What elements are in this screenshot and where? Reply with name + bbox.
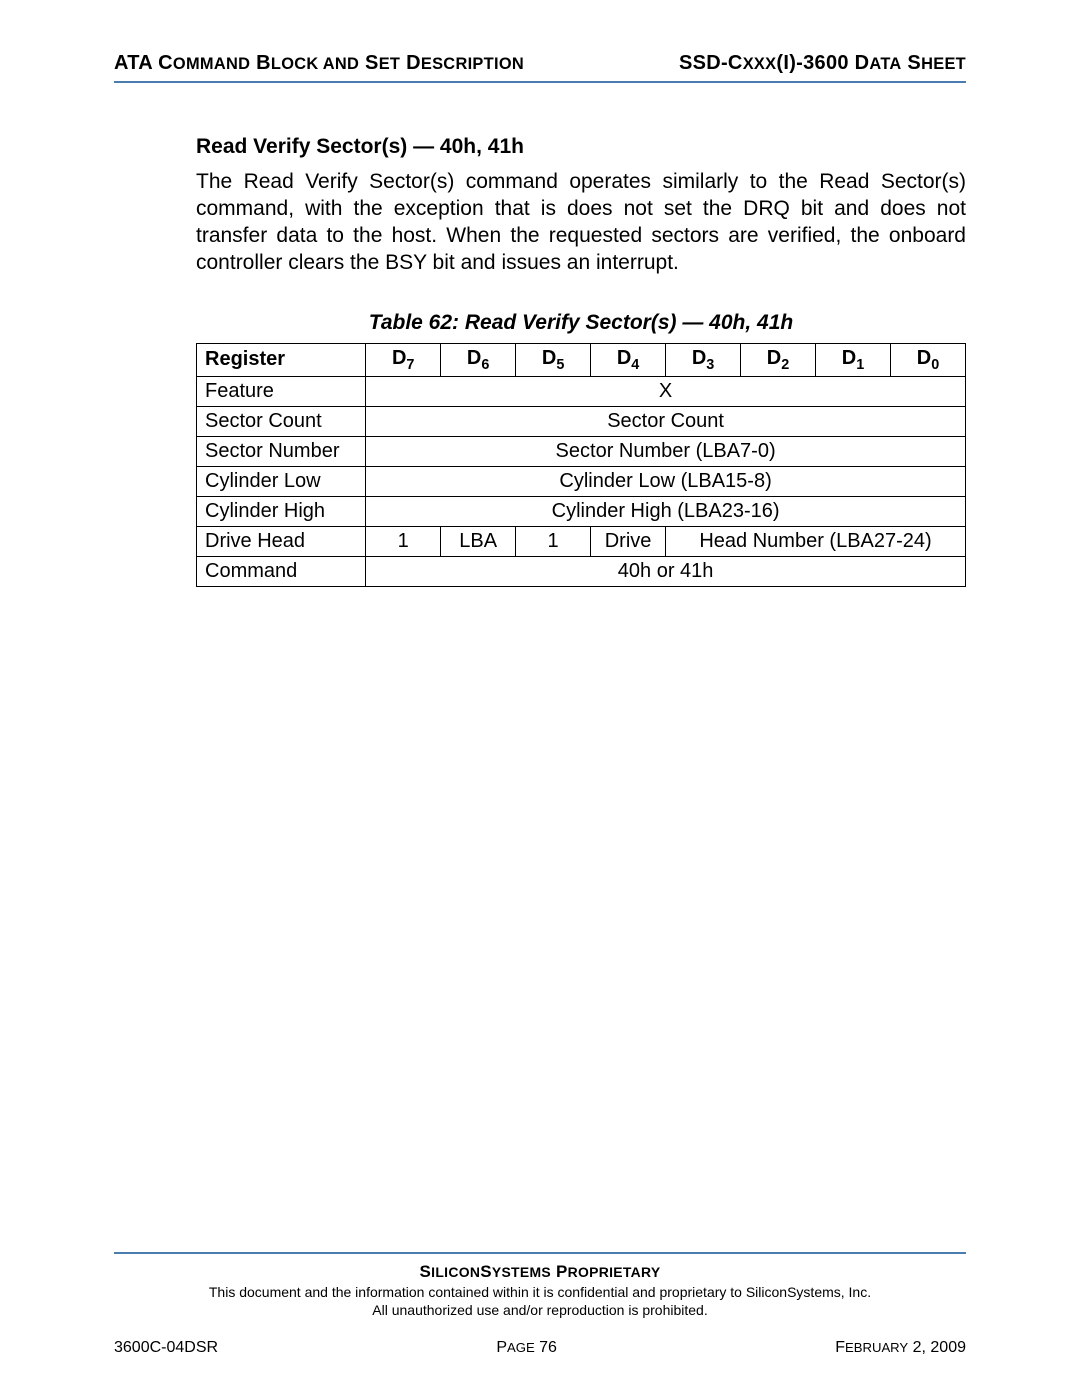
table-row: Sector CountSector Count: [197, 406, 966, 436]
register-cell: 40h or 41h: [366, 556, 966, 586]
table-row: Cylinder HighCylinder High (LBA23-16): [197, 496, 966, 526]
register-name: Drive Head: [197, 526, 366, 556]
table-row: Sector NumberSector Number (LBA7-0): [197, 436, 966, 466]
table-body: FeatureXSector CountSector CountSector N…: [197, 376, 966, 586]
register-cell: Sector Number (LBA7-0): [366, 436, 966, 466]
register-name: Command: [197, 556, 366, 586]
col-header-bit: D6: [441, 343, 516, 376]
register-cell: Cylinder Low (LBA15-8): [366, 466, 966, 496]
register-cell: Sector Count: [366, 406, 966, 436]
page-header: ATA COMMAND BLOCK AND SET DESCRIPTION SS…: [114, 52, 966, 83]
col-header-bit: D0: [890, 343, 965, 376]
section-body: The Read Verify Sector(s) command operat…: [196, 169, 966, 277]
register-cell: Cylinder High (LBA23-16): [366, 496, 966, 526]
register-name: Sector Count: [197, 406, 366, 436]
register-cell: Drive: [591, 526, 666, 556]
table-head: Register D7D6D5D4D3D2D1D0: [197, 343, 966, 376]
table-row: Command40h or 41h: [197, 556, 966, 586]
footer-confidential: This document and the information contai…: [114, 1284, 966, 1319]
col-header-bit: D2: [741, 343, 816, 376]
page: ATA COMMAND BLOCK AND SET DESCRIPTION SS…: [0, 0, 1080, 1397]
col-header-bit: D3: [666, 343, 741, 376]
footer-meta-row: 3600C-04DSR PAGE 76 FEBRUARY 2, 2009: [114, 1339, 966, 1357]
register-cell: X: [366, 376, 966, 406]
register-cell: LBA: [441, 526, 516, 556]
footer-page-number: PAGE 76: [496, 1339, 557, 1357]
col-header-bit: D7: [366, 343, 441, 376]
col-header-bit: D5: [516, 343, 591, 376]
page-footer: SILICONSYSTEMS PROPRIETARY This document…: [114, 1252, 966, 1357]
table-row: Drive Head1LBA1DriveHead Number (LBA27-2…: [197, 526, 966, 556]
footer-date: FEBRUARY 2, 2009: [835, 1339, 966, 1357]
footer-rule: [114, 1252, 966, 1254]
footer-confidential-line1: This document and the information contai…: [209, 1284, 871, 1300]
header-left: ATA COMMAND BLOCK AND SET DESCRIPTION: [114, 52, 524, 75]
register-name: Sector Number: [197, 436, 366, 466]
footer-proprietary: SILICONSYSTEMS PROPRIETARY: [114, 1262, 966, 1282]
col-header-register: Register: [197, 343, 366, 376]
footer-doc-id: 3600C-04DSR: [114, 1339, 218, 1357]
register-cell: Head Number (LBA27-24): [666, 526, 966, 556]
register-cell: 1: [516, 526, 591, 556]
register-table: Register D7D6D5D4D3D2D1D0 FeatureXSector…: [196, 343, 966, 587]
content: Read Verify Sector(s) — 40h, 41h The Rea…: [196, 135, 966, 587]
table-header-row: Register D7D6D5D4D3D2D1D0: [197, 343, 966, 376]
table-caption: Table 62: Read Verify Sector(s) — 40h, 4…: [196, 311, 966, 335]
register-cell: 1: [366, 526, 441, 556]
register-name: Cylinder Low: [197, 466, 366, 496]
col-header-bit: D4: [591, 343, 666, 376]
header-right: SSD-CXXX(I)-3600 DATA SHEET: [679, 52, 966, 75]
register-name: Cylinder High: [197, 496, 366, 526]
register-name: Feature: [197, 376, 366, 406]
section-title: Read Verify Sector(s) — 40h, 41h: [196, 135, 966, 159]
table-row: FeatureX: [197, 376, 966, 406]
table-row: Cylinder LowCylinder Low (LBA15-8): [197, 466, 966, 496]
footer-confidential-line2: All unauthorized use and/or reproduction…: [372, 1302, 707, 1318]
col-header-bit: D1: [816, 343, 891, 376]
